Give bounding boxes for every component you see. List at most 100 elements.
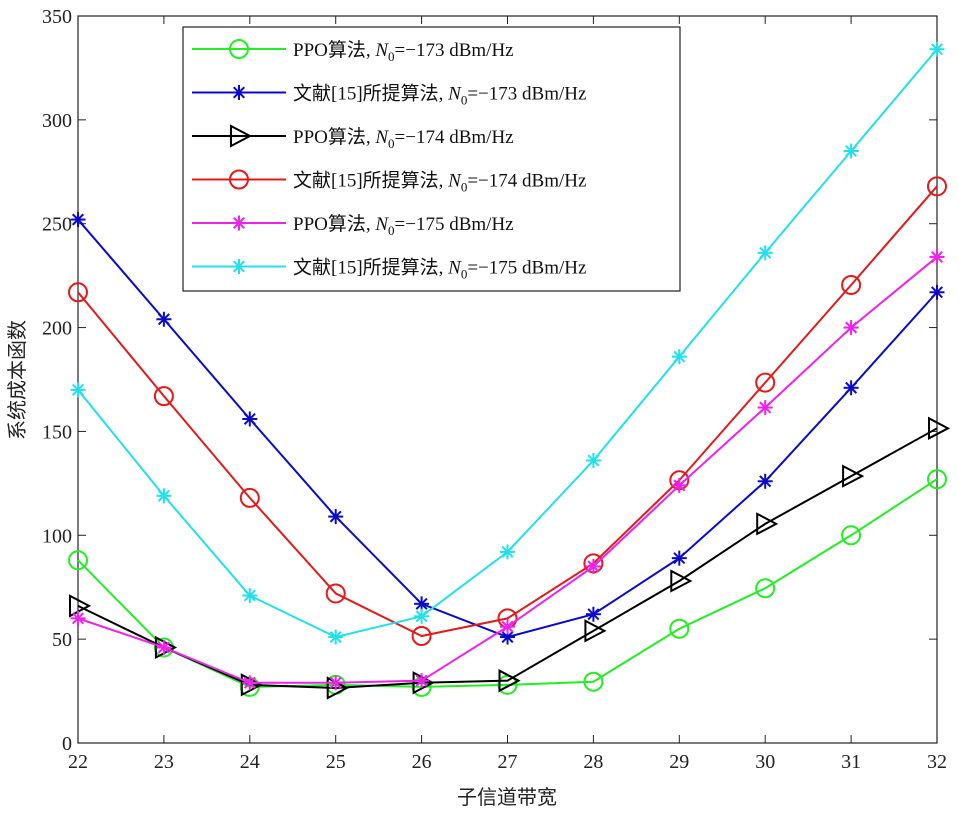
data-point-s4 [325,583,346,604]
data-point-s2 [328,509,344,525]
y-tick-label: 300 [42,110,72,132]
legend-label: PPO算法, N0=−175 dBm/Hz [293,213,514,238]
data-point-s6 [843,143,859,159]
data-point-s5 [757,400,773,416]
data-point-s3 [154,635,178,660]
data-point-s5 [242,675,258,691]
legend-marker [231,259,247,274]
data-point-s2 [843,380,859,396]
y-tick-label: 150 [42,421,72,443]
data-point-s3 [756,512,779,536]
y-tick-label: 50 [52,629,72,651]
legend-entry: 文献[15]所提算法, N0=−174 dBm/Hz [192,169,586,195]
legend-box [182,26,681,292]
data-point-s2 [671,550,687,566]
data-point-s6 [671,349,687,365]
data-point-s2 [156,311,172,327]
data-point-s1 [841,525,862,546]
data-point-s2 [929,284,945,300]
y-axis-title: 系统成本函数 [5,320,29,440]
x-tick-label: 25 [326,751,346,773]
x-tick-label: 29 [669,751,689,773]
legend-entry: PPO算法, N0=−173 dBm/Hz [192,39,514,64]
data-point-s3 [498,669,521,693]
data-point-s5 [671,477,687,493]
data-point-s2 [757,473,773,489]
legend-entry: 文献[15]所提算法, N0=−175 dBm/Hz [192,257,586,282]
data-point-s4 [841,274,862,295]
data-point-s1 [927,469,947,490]
data-point-s6 [500,544,515,560]
data-point-s6 [156,488,172,504]
legend-entry: PPO算法, N0=−175 dBm/Hz [192,213,514,238]
legend-label: 文献[15]所提算法, N0=−173 dBm/Hz [293,83,586,108]
legend-marker [229,169,249,190]
series-layer [68,41,951,700]
x-tick-label: 30 [755,751,775,773]
data-point-s6 [414,608,430,624]
data-point-s2 [585,606,601,622]
y-tick-label: 350 [42,6,72,28]
data-point-s1 [755,578,776,599]
data-point-s3 [412,671,435,695]
data-point-s6 [242,588,258,604]
x-tick-label: 23 [154,751,174,773]
legend-marker [229,39,249,59]
data-point-s2 [242,411,258,427]
data-point-s5 [500,619,515,635]
data-point-s1 [68,550,88,571]
data-point-s4 [239,487,260,508]
x-axis-title: 子信道带宽 [457,785,557,809]
data-point-s5 [414,673,430,689]
legend-label: 文献[15]所提算法, N0=−175 dBm/Hz [293,257,586,282]
data-point-s3 [842,464,865,488]
data-point-s4 [68,282,88,303]
data-point-s6 [757,245,773,261]
x-tick-label: 27 [498,751,518,773]
x-tick-label: 24 [240,751,260,773]
data-point-s1 [669,618,690,639]
series-line-3 [77,427,938,689]
data-point-s5 [328,675,344,691]
legend: PPO算法, N0=−173 dBm/Hz 文献[15]所提算法, N0=−173… [182,26,681,292]
data-point-s6 [70,382,86,398]
legend-label: PPO算法, N0=−174 dBm/Hz [293,126,514,151]
data-point-s6 [585,453,601,469]
x-tick-label: 32 [927,751,947,773]
data-point-s4 [411,626,432,647]
data-point-s3 [584,619,607,643]
legend-marker [231,85,247,100]
data-point-s5 [843,320,859,336]
data-point-s4 [927,176,947,197]
data-point-s2 [70,212,86,228]
y-tick-label: 250 [42,214,72,236]
series-line-4 [77,185,938,638]
y-tick-label: 200 [42,318,72,340]
legend-label: 文献[15]所提算法, N0=−174 dBm/Hz [293,170,586,195]
data-point-s5 [929,249,945,265]
data-point-s3 [670,569,693,593]
y-tick-label: 100 [42,525,72,547]
legend-marker [231,215,247,231]
data-point-s5 [585,558,601,574]
data-point-s6 [328,629,344,645]
data-point-s1 [583,671,604,692]
data-point-s5 [70,610,86,626]
data-point-s3 [69,594,92,618]
data-point-s4 [153,386,174,407]
x-tick-label: 28 [583,751,603,773]
series-line-1 [77,478,938,688]
x-tick-label: 26 [412,751,432,773]
data-point-s6 [929,41,945,57]
legend-label: PPO算法, N0=−173 dBm/Hz [293,39,514,64]
data-point-s3 [240,673,263,697]
legend-entry: PPO算法, N0=−174 dBm/Hz [192,124,514,151]
x-tick-label: 31 [841,751,861,773]
axis-ticks: 22 23 24 25 26 27 28 29 30 31 32 0 50 100 150 200 250 300… [42,6,947,773]
y-tick-label: 0 [62,733,72,755]
x-tick-label: 22 [68,751,88,773]
legend-entry: 文献[15]所提算法, N0=−173 dBm/Hz [192,83,586,108]
data-point-s3 [928,416,951,440]
legend-marker [230,124,253,148]
